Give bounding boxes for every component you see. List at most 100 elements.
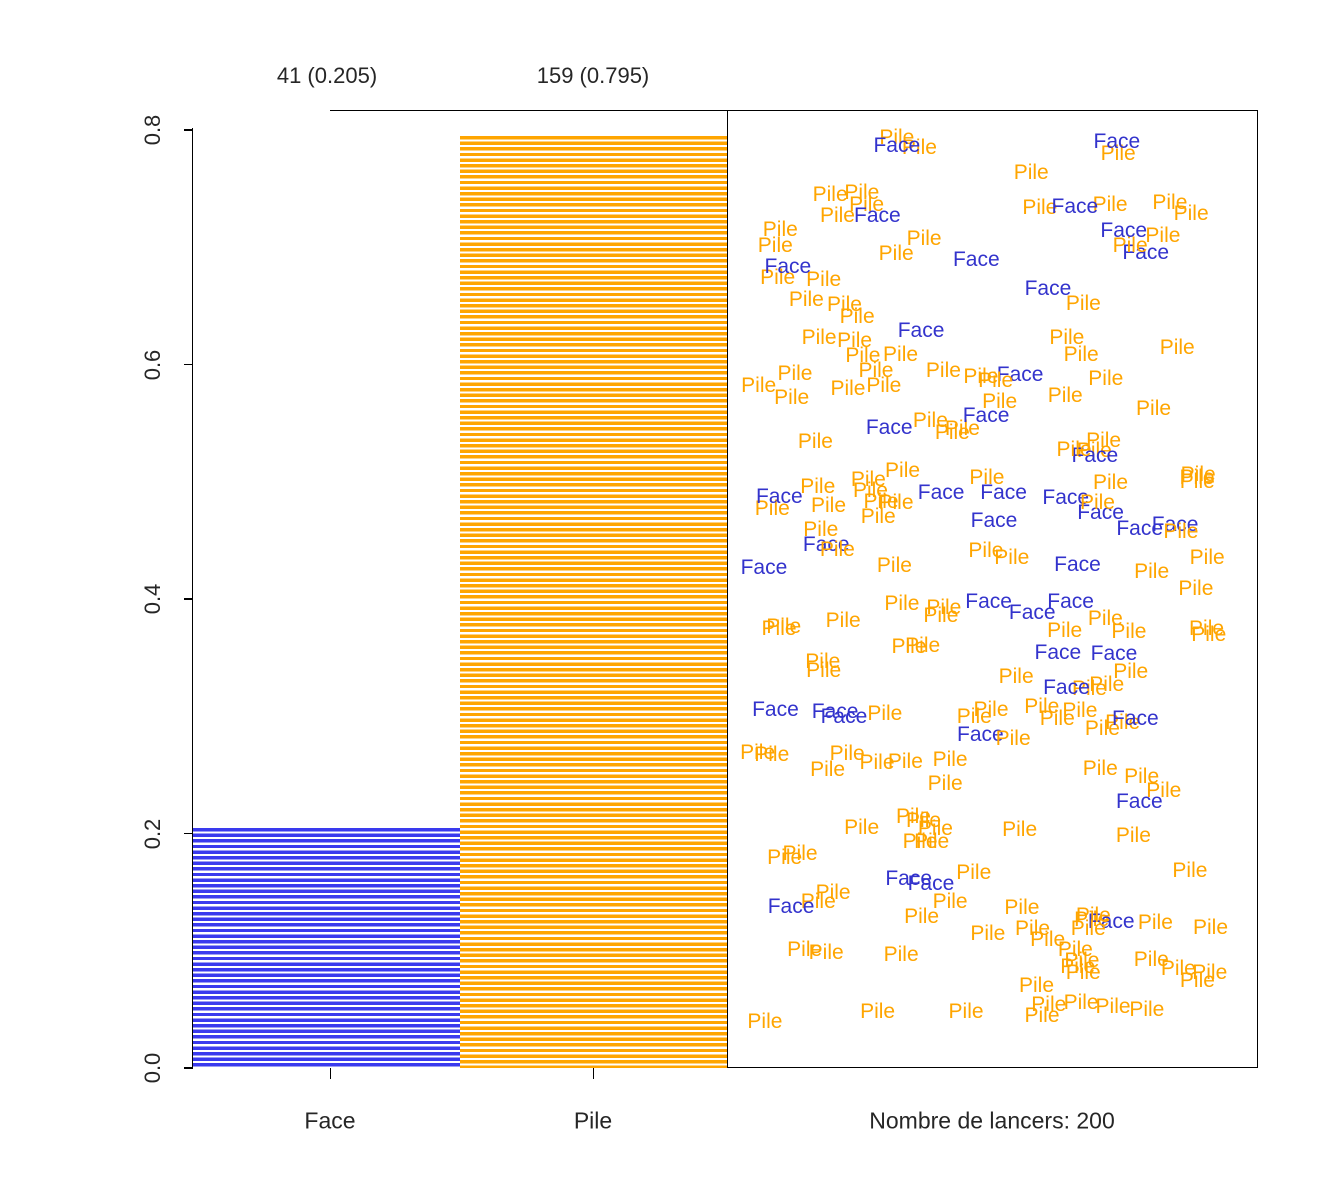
scatter-word-pile: Pile — [1063, 343, 1099, 367]
scatter-word-pile: Pile — [1019, 973, 1055, 997]
scatter-word-pile: Pile — [762, 218, 798, 242]
scatter-word-pile: Pile — [803, 518, 839, 542]
y-tick-label: 0.6 — [140, 349, 165, 380]
scatter-word-face: Face — [1051, 195, 1099, 219]
scatter-word-face: Face — [1042, 485, 1090, 509]
scatter-word-pile: Pile — [852, 479, 888, 503]
scatter-word-pile: Pile — [995, 727, 1031, 750]
scatter-word-pile: Pile — [934, 420, 970, 444]
scatter-word-pile: Pile — [1074, 908, 1110, 932]
scatter-word-face: Face — [854, 204, 901, 228]
scatter-word-pile: Pile — [774, 386, 810, 410]
scatter-word-pile: Pile — [815, 881, 851, 904]
scatter-word-pile: Pile — [906, 809, 942, 833]
scatter-word-pile: Pile — [863, 490, 899, 514]
scatter-word-pile: Pile — [905, 634, 941, 658]
scatter-word-face: Face — [1115, 790, 1163, 813]
scatter-word-face: Face — [980, 480, 1027, 504]
scatter-word-pile: Pile — [1160, 957, 1196, 981]
scatter-word-pile: Pile — [1115, 823, 1151, 847]
scatter-word-pile: Pile — [1088, 366, 1124, 390]
scatter-word-pile: Pile — [1192, 961, 1228, 985]
scatter-word-pile: Pile — [927, 771, 963, 795]
scatter-word-pile: Pile — [801, 326, 837, 350]
scatter-word-pile: Pile — [1004, 896, 1040, 920]
y-tick-label: 0.4 — [140, 583, 165, 615]
scatter-word-pile: Pile — [883, 942, 919, 966]
y-tick-label: 0.0 — [140, 1052, 165, 1084]
scatter-word-pile: Pile — [1031, 993, 1067, 1017]
scatter-word-face: Face — [970, 508, 1018, 532]
scatter-word-face: Face — [907, 872, 955, 896]
scatter-word-pile: Pile — [1136, 397, 1172, 421]
scatter-panel: Face Pile Pile Pile Face Pile Pile Pile Pile Face… — [727, 110, 1258, 1068]
scatter-word-face: Face — [1151, 512, 1199, 536]
scatter-word-pile: Pile — [849, 192, 885, 216]
scatter-word-pile: Pile — [1129, 998, 1165, 1022]
scatter-word-pile: Pile — [884, 591, 920, 615]
scatter-word-face: Face — [802, 532, 850, 556]
bar-count-label-pile: 159 (0.795) — [536, 63, 650, 88]
scatter-word-face: Face — [1112, 707, 1159, 731]
scatter-word-pile: Pile — [1024, 1004, 1060, 1028]
scatter-word-face: Face — [873, 133, 921, 157]
scatter-word-pile: Pile — [806, 658, 842, 682]
scatter-word-pile: Pile — [1070, 917, 1106, 941]
scatter-word-pile: Pile — [982, 390, 1018, 414]
scatter-word-pile: Pile — [923, 603, 959, 627]
scatter-word-pile: Pile — [1030, 927, 1066, 951]
scatter-word-pile: Pile — [956, 860, 992, 884]
scatter-word-pile: Pile — [1071, 676, 1107, 700]
scatter-word-pile: Pile — [1137, 910, 1173, 934]
scatter-word-pile: Pile — [1095, 995, 1131, 1019]
y-axis-line — [192, 128, 194, 1068]
scatter-word-pile: Pile — [1039, 707, 1075, 731]
scatter-word-pile: Pile — [766, 614, 802, 638]
scatter-word-pile: Pile — [1002, 817, 1038, 841]
y-tick-mark — [184, 832, 193, 835]
scatter-word-pile: Pile — [1064, 948, 1100, 972]
x-label-pile: Pile — [573, 1107, 613, 1134]
scatter-word-face: Face — [965, 589, 1012, 613]
scatter-word-pile: Pile — [1145, 223, 1181, 247]
scatter-word-pile: Pile — [777, 362, 813, 386]
scatter-word-pile: Pile — [819, 203, 855, 227]
scatter-word-pile: Pile — [805, 649, 841, 673]
scatter-word-pile: Pile — [806, 267, 842, 291]
scatter-word-face: Face — [952, 247, 1000, 271]
scatter-word-pile: Pile — [891, 634, 927, 658]
scatter-word-face: Face — [752, 698, 799, 722]
y-tick-mark — [184, 129, 193, 131]
scatter-word-pile: Pile — [819, 538, 855, 562]
scatter-word-pile: Pile — [887, 749, 923, 773]
scatter-word-pile: Pile — [1062, 699, 1098, 723]
scatter-word-face: Face — [1024, 277, 1072, 300]
scatter-word-pile: Pile — [1113, 659, 1149, 683]
scatter-word-pile: Pile — [1134, 559, 1170, 583]
scatter-word-face: Face — [1116, 517, 1164, 541]
scatter-word-pile: Pile — [1192, 916, 1229, 940]
scatter-word-pile: Pile — [1047, 618, 1083, 642]
scatter-word-pile: Pile — [878, 490, 914, 514]
scatter-word-pile: Pile — [948, 1000, 984, 1024]
scatter-word-pile: Pile — [1063, 991, 1099, 1015]
scatter-word-pile: Pile — [1172, 859, 1208, 883]
scatter-word-pile: Pile — [1057, 937, 1093, 961]
scatter-word-pile: Pile — [740, 741, 776, 765]
scatter-word-face: Face — [740, 555, 788, 579]
scatter-word-face: Face — [1087, 909, 1135, 933]
scatter-word-pile: Pile — [754, 497, 790, 521]
scatter-word-face: Face — [1077, 500, 1124, 524]
scatter-word-face: Face — [820, 705, 868, 728]
scatter-word-pile: Pile — [970, 922, 1006, 946]
scatter-word-pile: Pile — [741, 374, 777, 398]
x-label-face: Face — [304, 1107, 356, 1134]
scatter-word-pile: Pile — [1076, 439, 1112, 463]
scatter-word-pile: Pile — [1082, 756, 1118, 780]
scatter-word-pile: Pile — [845, 343, 881, 367]
scatter-word-pile: Pile — [867, 701, 903, 725]
bar-pile — [460, 135, 727, 1068]
scatter-word-face: Face — [1093, 129, 1141, 153]
scatter-word-pile: Pile — [1178, 577, 1214, 601]
